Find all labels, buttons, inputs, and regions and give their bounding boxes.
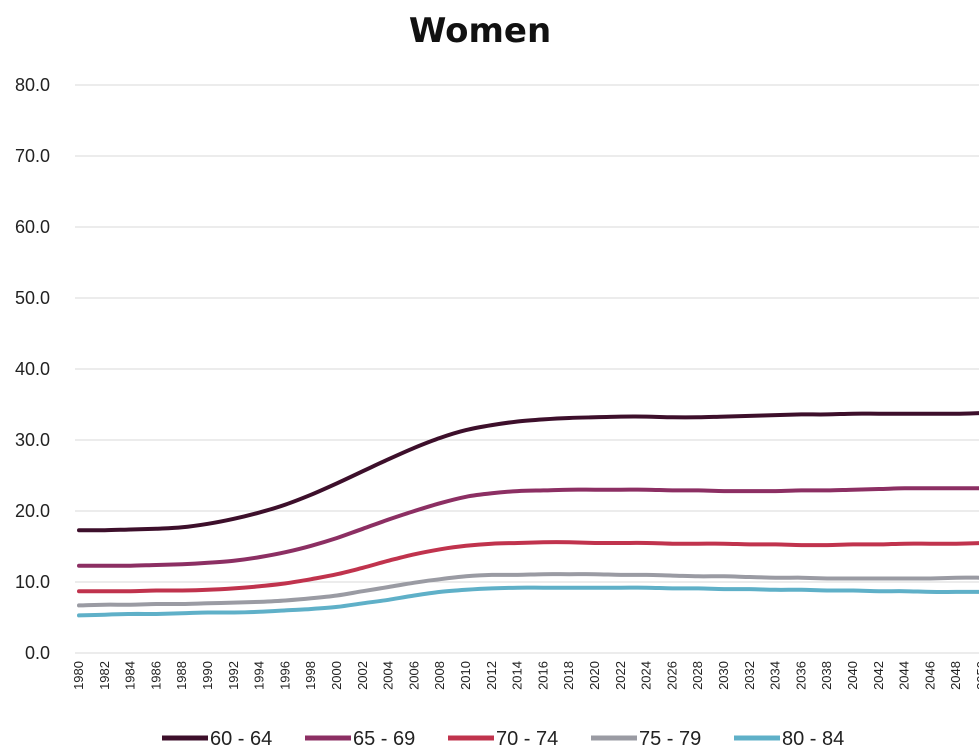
y-tick-label: 0.0 [25, 643, 50, 663]
y-tick-label: 50.0 [15, 288, 50, 308]
x-tick-label: 2042 [871, 661, 886, 690]
series-lines [77, 411, 979, 618]
gridlines [75, 84, 979, 654]
series-line-70-74 [77, 540, 979, 594]
x-tick-label: 2048 [948, 661, 963, 690]
series-line-60-64 [77, 411, 979, 533]
y-tick-label: 60.0 [15, 217, 50, 237]
x-tick-label: 2032 [742, 661, 757, 690]
x-tick-label: 2034 [768, 661, 783, 690]
x-tick-label: 1992 [226, 661, 241, 690]
x-tick-label: 2016 [535, 661, 550, 690]
x-tick-label: 2044 [897, 661, 912, 690]
x-tick-label: 1994 [252, 661, 267, 690]
y-tick-label: 20.0 [15, 501, 50, 521]
series-line-80-84 [77, 585, 979, 618]
x-tick-label: 2040 [845, 661, 860, 690]
legend-label: 75 - 79 [639, 728, 701, 749]
x-tick-label: 2030 [716, 661, 731, 690]
x-axis: 1980 1982 1984 1986 1988 1990 1992 1994 1996 1998… [71, 661, 979, 690]
chart-title: Women [409, 11, 551, 51]
x-tick-label: 1996 [277, 661, 292, 690]
x-tick-label: 1980 [71, 661, 86, 690]
x-tick-label: 1982 [97, 661, 112, 690]
series-line-75-79 [77, 572, 979, 608]
x-tick-label: 1988 [174, 661, 189, 690]
legend-label: 70 - 74 [496, 728, 558, 749]
y-axis: 0.0 10.0 20.0 30.0 40.0 50.0 60.0 70.0 80.0 [15, 75, 50, 663]
x-tick-label: 2020 [587, 661, 602, 690]
x-tick-label: 2022 [613, 661, 628, 690]
x-tick-label: 2028 [690, 661, 705, 690]
x-tick-label: 2026 [664, 661, 679, 690]
series-line-65-69 [77, 486, 979, 568]
x-tick-label: 2010 [458, 661, 473, 690]
x-tick-label: 2012 [484, 661, 499, 690]
x-tick-label: 2046 [922, 661, 937, 690]
x-tick-label: 1998 [303, 661, 318, 690]
x-tick-label: 1986 [148, 661, 163, 690]
x-tick-label: 2014 [510, 661, 525, 690]
legend: 60 - 64 65 - 69 70 - 74 75 - 79 80 - 84 [162, 728, 844, 749]
y-tick-label: 80.0 [15, 75, 50, 95]
x-tick-label: 2006 [406, 661, 421, 690]
y-tick-label: 30.0 [15, 430, 50, 450]
legend-label: 60 - 64 [210, 728, 272, 749]
x-tick-label: 2004 [381, 661, 396, 690]
legend-label: 65 - 69 [353, 728, 415, 749]
y-tick-label: 40.0 [15, 359, 50, 379]
x-tick-label: 1984 [123, 661, 138, 690]
x-tick-label: 2008 [432, 661, 447, 690]
x-tick-label: 2000 [329, 661, 344, 690]
x-tick-label: 2018 [561, 661, 576, 690]
x-tick-label: 1990 [200, 661, 215, 690]
y-tick-label: 10.0 [15, 572, 50, 592]
x-tick-label: 2002 [355, 661, 370, 690]
x-tick-label: 2050 [974, 661, 979, 690]
x-tick-label: 2038 [819, 661, 834, 690]
legend-label: 80 - 84 [782, 728, 844, 749]
y-tick-label: 70.0 [15, 146, 50, 166]
x-tick-label: 2036 [793, 661, 808, 690]
x-tick-label: 2024 [639, 661, 654, 690]
